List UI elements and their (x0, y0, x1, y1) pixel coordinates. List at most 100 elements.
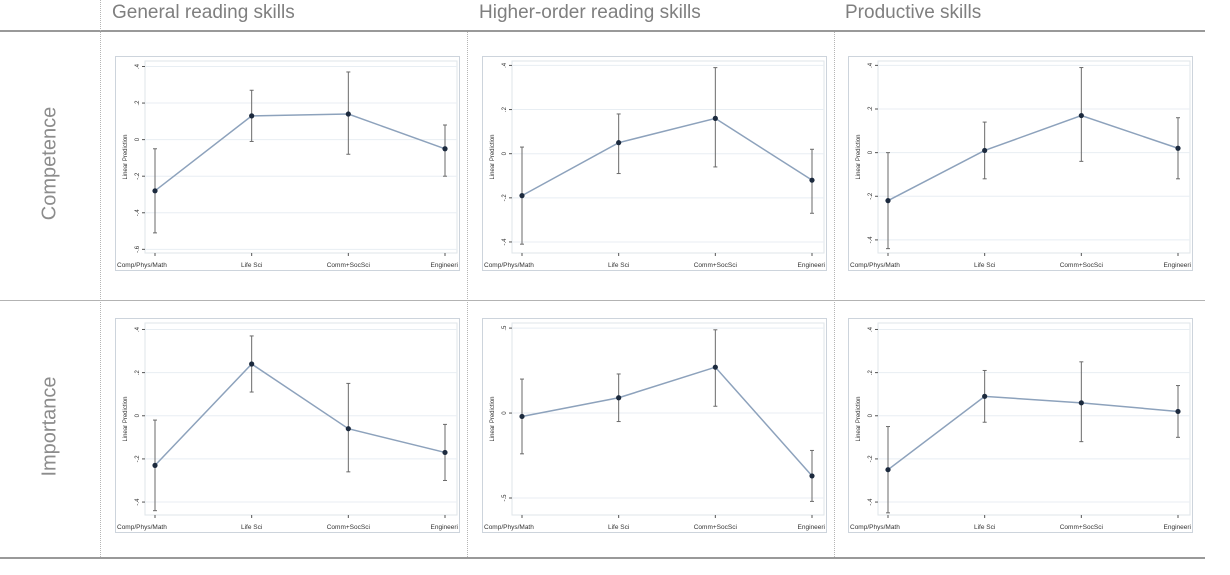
y-tick-label: .2 (868, 106, 874, 112)
y-tick-label: 0 (135, 413, 141, 417)
data-point (885, 198, 891, 204)
y-tick-label: 0 (502, 411, 508, 415)
x-tick-label: Comm+SocSci (694, 524, 737, 531)
y-tick-label: -.5 (502, 494, 508, 502)
series-line (521, 117, 813, 197)
y-tick-label: .2 (135, 100, 141, 106)
y-tick-label: -.2 (868, 455, 874, 463)
series-line (887, 114, 1179, 202)
y-axis-label: Linear Prediction (123, 134, 129, 179)
x-tick-label: Engineeri (798, 524, 825, 531)
y-tick-label: .4 (135, 63, 141, 69)
column-header-productive: Productive skills (845, 2, 982, 23)
y-tick-label: 0 (868, 413, 874, 417)
data-point (345, 111, 351, 117)
data-point (152, 462, 158, 468)
data-point (1078, 400, 1084, 406)
row-label-competence: Competence (38, 106, 61, 221)
x-tick-label: Comm+SocSci (1060, 524, 1103, 531)
plot-area (144, 60, 458, 254)
data-point (809, 177, 815, 183)
chart-competence-productive: -.4 -.2 0 .2 .4 Linear Prediction Comp/Phys/Ma… (848, 56, 1193, 271)
x-tick-label: Engineeri (1164, 262, 1191, 269)
data-point (712, 115, 718, 121)
chart-competence-higher-order-reading: -.4 -.2 0 .2 .4 Linear Prediction Comp/Phys/Ma… (482, 56, 827, 271)
x-tick-label: Comm+SocSci (327, 262, 370, 269)
y-tick-label: -.2 (868, 192, 874, 200)
series-line (154, 363, 446, 466)
y-tick-label: .4 (868, 62, 874, 68)
plot-area (511, 322, 825, 516)
data-point (982, 393, 988, 399)
y-axis-label: Linear Prediction (856, 134, 862, 179)
x-tick-label: Life Sci (974, 262, 995, 269)
chart-importance-productive: -.4 -.2 0 .2 .4 Linear Prediction Comp/Phys/Ma… (848, 318, 1193, 533)
y-tick-label: -.4 (135, 209, 141, 217)
data-point (712, 364, 718, 370)
y-tick-label: .4 (502, 62, 508, 68)
y-tick-label: .4 (868, 326, 874, 332)
data-point (1175, 145, 1181, 151)
x-tick-label: Comp/Phys/Math (850, 524, 900, 531)
series-line (521, 366, 813, 477)
column-divider-1 (100, 0, 101, 557)
x-tick-label: Life Sci (241, 262, 262, 269)
data-point (442, 449, 448, 456)
x-tick-label: Comp/Phys/Math (484, 524, 534, 531)
column-header-higher-order-reading: Higher-order reading skills (479, 2, 701, 23)
series-line (887, 395, 1179, 471)
data-point (442, 146, 448, 152)
x-tick-label: Life Sci (241, 524, 262, 531)
x-tick-label: Engineeri (1164, 524, 1191, 531)
plot-area (511, 60, 825, 254)
bottom-divider (0, 557, 1205, 559)
x-tick-label: Engineeri (431, 262, 458, 269)
data-point (152, 188, 158, 194)
y-tick-label: -.4 (502, 238, 508, 246)
x-tick-label: Life Sci (974, 524, 995, 531)
series-line (154, 113, 446, 192)
data-point (809, 473, 815, 479)
data-point (616, 140, 622, 146)
chart-importance-higher-order-reading: -.5 0 .5 Linear Prediction Comp/Phys/Math Lif… (482, 318, 827, 533)
data-point (1175, 408, 1181, 415)
row-divider (0, 300, 1205, 301)
data-point (616, 395, 622, 401)
y-tick-label: -.2 (502, 194, 508, 202)
y-tick-label: -.2 (135, 172, 141, 180)
header-divider (0, 30, 1205, 32)
y-tick-label: .2 (868, 369, 874, 375)
chart-importance-general-reading: -.4 -.2 0 .2 .4 Linear Prediction Comp/Phys/Ma… (115, 318, 460, 533)
y-tick-label: 0 (135, 137, 141, 141)
y-tick-label: 0 (502, 151, 508, 155)
y-tick-label: -.4 (868, 236, 874, 244)
data-point (1078, 112, 1084, 119)
x-tick-label: Comp/Phys/Math (117, 262, 167, 269)
y-tick-label: -.6 (135, 245, 141, 253)
data-point (249, 361, 255, 367)
plot-area (144, 322, 458, 516)
row-label-importance: Importance (38, 376, 61, 477)
data-point (519, 413, 525, 420)
data-point (885, 467, 891, 473)
y-tick-label: .2 (502, 106, 508, 112)
column-divider-3 (834, 32, 835, 557)
x-tick-label: Life Sci (608, 524, 629, 531)
x-tick-label: Comp/Phys/Math (484, 262, 534, 269)
y-axis-label: Linear Prediction (490, 396, 496, 441)
y-axis-label: Linear Prediction (856, 396, 862, 441)
column-divider-2 (467, 32, 468, 557)
x-tick-label: Life Sci (608, 262, 629, 269)
x-tick-label: Comm+SocSci (694, 262, 737, 269)
y-tick-label: 0 (868, 150, 874, 154)
y-axis-label: Linear Prediction (123, 396, 129, 441)
y-tick-label: .2 (135, 369, 141, 375)
data-point (982, 147, 988, 154)
chart-competence-general-reading: -.6 -.4 -.2 0 .2 .4 Linear Prediction Comp/Phys… (115, 56, 460, 271)
plot-area (877, 60, 1191, 254)
plot-area (877, 322, 1191, 516)
data-point (345, 426, 351, 432)
x-tick-label: Comp/Phys/Math (850, 262, 900, 269)
column-header-general-reading: General reading skills (112, 2, 295, 23)
y-tick-label: -.2 (135, 455, 141, 463)
